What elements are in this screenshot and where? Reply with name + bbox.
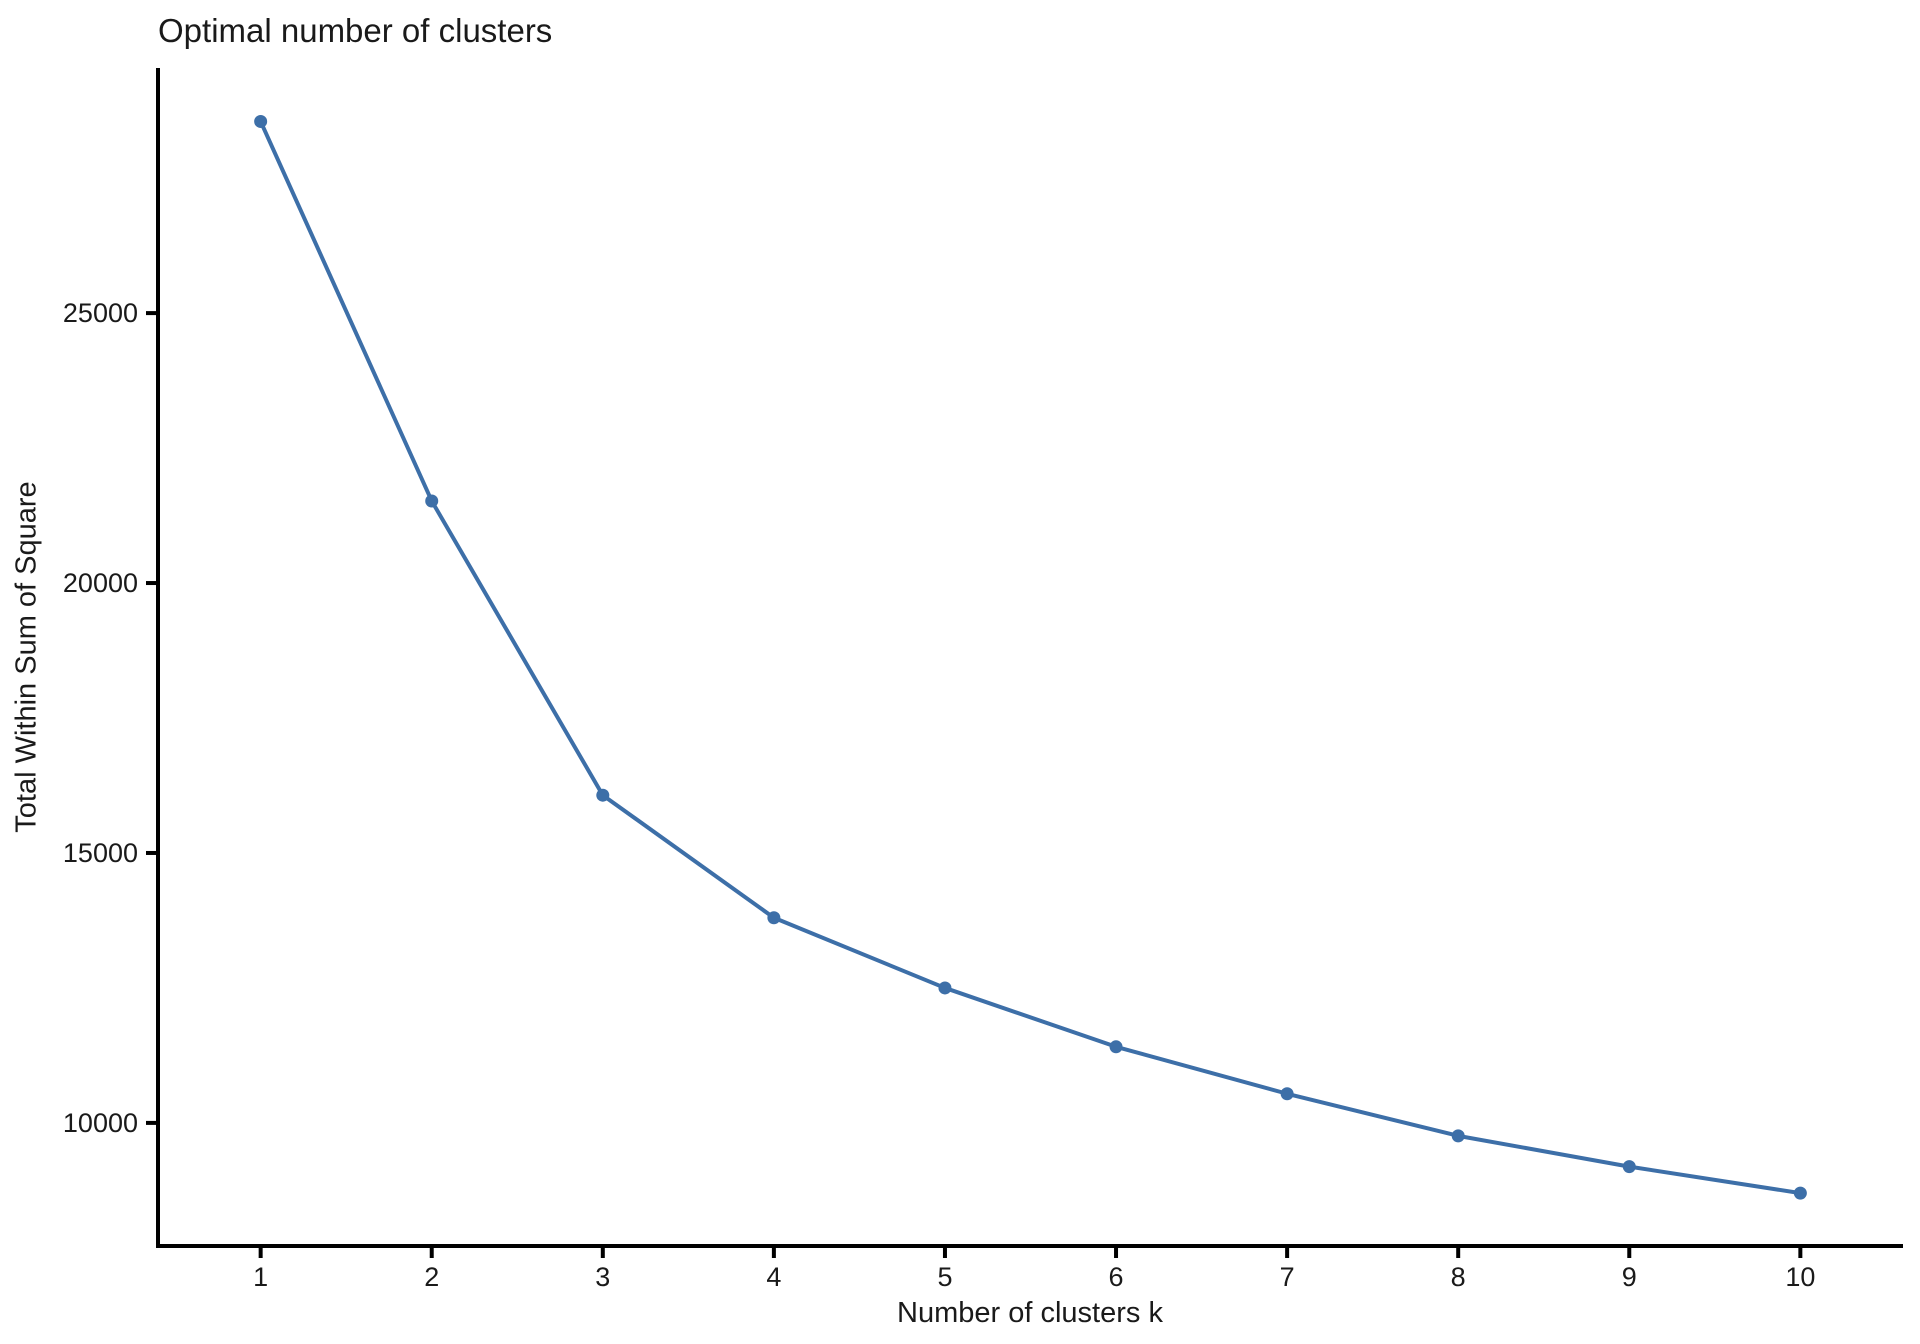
x-axis-title: Number of clusters k: [897, 1297, 1163, 1329]
data-point-k10: [1793, 1186, 1807, 1200]
data-point-k3: [596, 788, 610, 802]
x-tick-label: 3: [595, 1262, 610, 1292]
data-point-k5: [938, 981, 952, 995]
y-tick-label: 15000: [63, 838, 138, 868]
x-tick-label: 8: [1451, 1262, 1466, 1292]
plot-title: Optimal number of clusters: [158, 12, 553, 49]
data-point-k4: [767, 911, 781, 925]
x-tick-label: 10: [1785, 1262, 1815, 1292]
data-point-k1: [254, 114, 268, 128]
x-tick-label: 2: [424, 1262, 439, 1292]
x-tick-label: 9: [1622, 1262, 1637, 1292]
x-tick-label: 6: [1109, 1262, 1124, 1292]
data-point-k6: [1109, 1040, 1123, 1054]
x-tick-label: 5: [937, 1262, 952, 1292]
y-tick-label: 10000: [63, 1108, 138, 1138]
wss-line: [258, 120, 1801, 1196]
data-point-k9: [1622, 1160, 1636, 1174]
data-point-k2: [425, 494, 439, 508]
y-tick-label: 25000: [63, 298, 138, 328]
data-point-k8: [1451, 1129, 1465, 1143]
y-tick-label: 20000: [63, 568, 138, 598]
y-axis-title: Total Within Sum of Square: [10, 481, 43, 833]
x-tick-label: 4: [766, 1262, 781, 1292]
x-tick-label: 7: [1280, 1262, 1295, 1292]
x-tick-label: 1: [253, 1262, 268, 1292]
data-point-k7: [1280, 1087, 1294, 1101]
